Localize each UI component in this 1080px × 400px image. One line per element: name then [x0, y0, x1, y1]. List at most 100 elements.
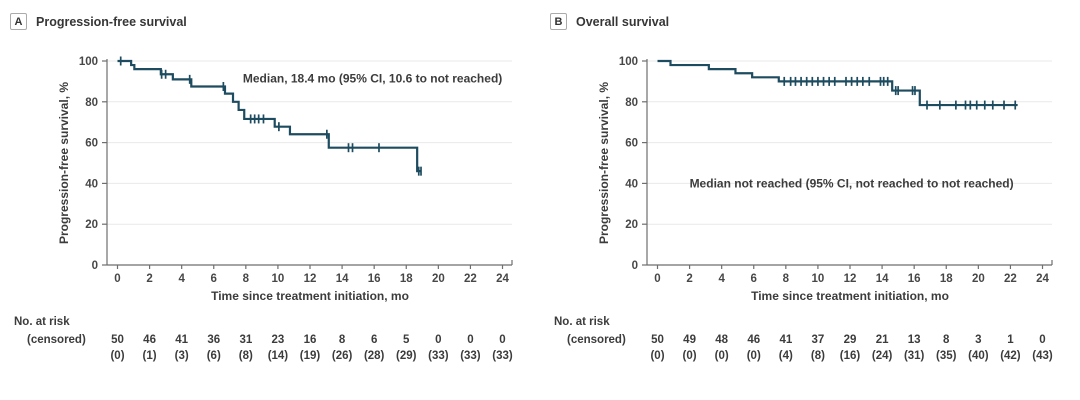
svg-text:100: 100: [79, 56, 98, 68]
svg-text:2: 2: [686, 273, 692, 285]
risk-table-header: No. at risk: [14, 316, 70, 328]
svg-text:8: 8: [783, 273, 790, 285]
censored-count: (1): [143, 350, 157, 362]
at-risk-count: 1: [1007, 334, 1014, 346]
svg-text:80: 80: [85, 97, 98, 109]
risk-table-subheader: (censored): [27, 334, 86, 346]
at-risk-count: 21: [876, 334, 889, 346]
svg-text:12: 12: [844, 273, 857, 285]
y-axis-label: Progression-free survival, %: [597, 82, 611, 244]
censored-count: (0): [110, 350, 124, 362]
svg-text:14: 14: [876, 273, 889, 285]
censored-count: (3): [175, 350, 189, 362]
at-risk-count: 46: [747, 334, 760, 346]
risk-table: No. at risk(censored) 50(0)46(1)41(3)36(6…: [14, 316, 513, 362]
at-risk-count: 46: [143, 334, 156, 346]
svg-text:12: 12: [304, 273, 317, 285]
panel-b-header: B Overall survival: [550, 13, 669, 30]
svg-text:16: 16: [368, 273, 381, 285]
x-axis-label: Time since treatment initiation, mo: [211, 289, 409, 303]
risk-table-header: No. at risk: [554, 316, 610, 328]
at-risk-count: 8: [339, 334, 346, 346]
svg-text:2: 2: [146, 273, 152, 285]
panel-label-box-b: B: [550, 13, 567, 30]
svg-text:24: 24: [1036, 273, 1049, 285]
at-risk-count: 13: [908, 334, 921, 346]
censored-count: (43): [1032, 350, 1053, 362]
panel-title-a: Progression-free survival: [36, 14, 187, 29]
svg-text:20: 20: [625, 219, 638, 231]
svg-text:10: 10: [812, 273, 825, 285]
censored-count: (19): [300, 350, 321, 362]
censored-count: (0): [683, 350, 697, 362]
at-risk-count: 41: [779, 334, 792, 346]
svg-text:60: 60: [85, 138, 98, 150]
svg-text:4: 4: [178, 273, 185, 285]
censored-count: (0): [715, 350, 729, 362]
censored-count: (16): [840, 350, 861, 362]
svg-text:24: 24: [496, 273, 509, 285]
panel-progression-free-survival: A Progression-free survival 0 20 40 60 80 100…: [10, 13, 513, 362]
censored-count: (0): [747, 350, 761, 362]
svg-text:10: 10: [272, 273, 285, 285]
y-axis-label: Progression-free survival, %: [57, 82, 71, 244]
x-axis-label: Time since treatment initiation, mo: [751, 289, 949, 303]
at-risk-count: 0: [499, 334, 505, 346]
censored-count: (29): [396, 350, 417, 362]
at-risk-count: 50: [651, 334, 664, 346]
censored-count: (33): [428, 350, 449, 362]
risk-table-subheader: (censored): [567, 334, 626, 346]
svg-text:16: 16: [908, 273, 921, 285]
at-risk-count: 5: [403, 334, 410, 346]
svg-text:14: 14: [336, 273, 349, 285]
at-risk-count: 48: [715, 334, 728, 346]
svg-text:8: 8: [243, 273, 250, 285]
at-risk-count: 8: [943, 334, 950, 346]
censored-count: (42): [1000, 350, 1021, 362]
svg-text:80: 80: [625, 97, 638, 109]
axes: [102, 59, 513, 269]
censored-count: (24): [872, 350, 893, 362]
svg-text:22: 22: [1004, 273, 1017, 285]
svg-text:100: 100: [619, 56, 638, 68]
at-risk-count: 3: [975, 334, 981, 346]
censor-ticks: [783, 76, 1017, 110]
censored-count: (33): [460, 350, 481, 362]
panel-overall-survival: B Overall survival 0 20 40 60 80 100 0 2 4 6 8 10 12…: [540, 0, 1080, 400]
at-risk-count: 49: [683, 334, 696, 346]
censored-count: (8): [811, 350, 825, 362]
svg-text:0: 0: [114, 273, 120, 285]
axes: [642, 59, 1053, 269]
censor-ticks: [119, 56, 422, 176]
svg-text:20: 20: [972, 273, 985, 285]
panel-label-box-a: A: [10, 13, 27, 30]
svg-text:18: 18: [940, 273, 953, 285]
at-risk-count: 0: [467, 334, 473, 346]
at-risk-count: 36: [207, 334, 220, 346]
median-annotation: Median, 18.4 mo (95% CI, 10.6 to not rea…: [243, 71, 502, 85]
svg-text:40: 40: [85, 178, 98, 190]
svg-text:18: 18: [400, 273, 413, 285]
svg-text:20: 20: [432, 273, 445, 285]
svg-text:40: 40: [625, 178, 638, 190]
at-risk-count: 37: [812, 334, 825, 346]
censored-count: (26): [332, 350, 353, 362]
at-risk-count: 0: [435, 334, 441, 346]
at-risk-count: 23: [272, 334, 285, 346]
svg-text:0: 0: [92, 260, 98, 272]
censored-count: (14): [268, 350, 289, 362]
svg-text:22: 22: [464, 273, 477, 285]
censored-count: (4): [779, 350, 793, 362]
censored-count: (0): [650, 350, 664, 362]
gridlines: [107, 60, 512, 225]
survival-curve: [117, 59, 422, 173]
panel-a-header: A Progression-free survival: [10, 13, 187, 30]
gridlines: [647, 60, 1052, 225]
censored-count: (28): [364, 350, 385, 362]
censored-count: (8): [239, 350, 253, 362]
svg-text:20: 20: [85, 219, 98, 231]
censored-count: (33): [492, 350, 513, 362]
censored-count: (31): [904, 350, 925, 362]
